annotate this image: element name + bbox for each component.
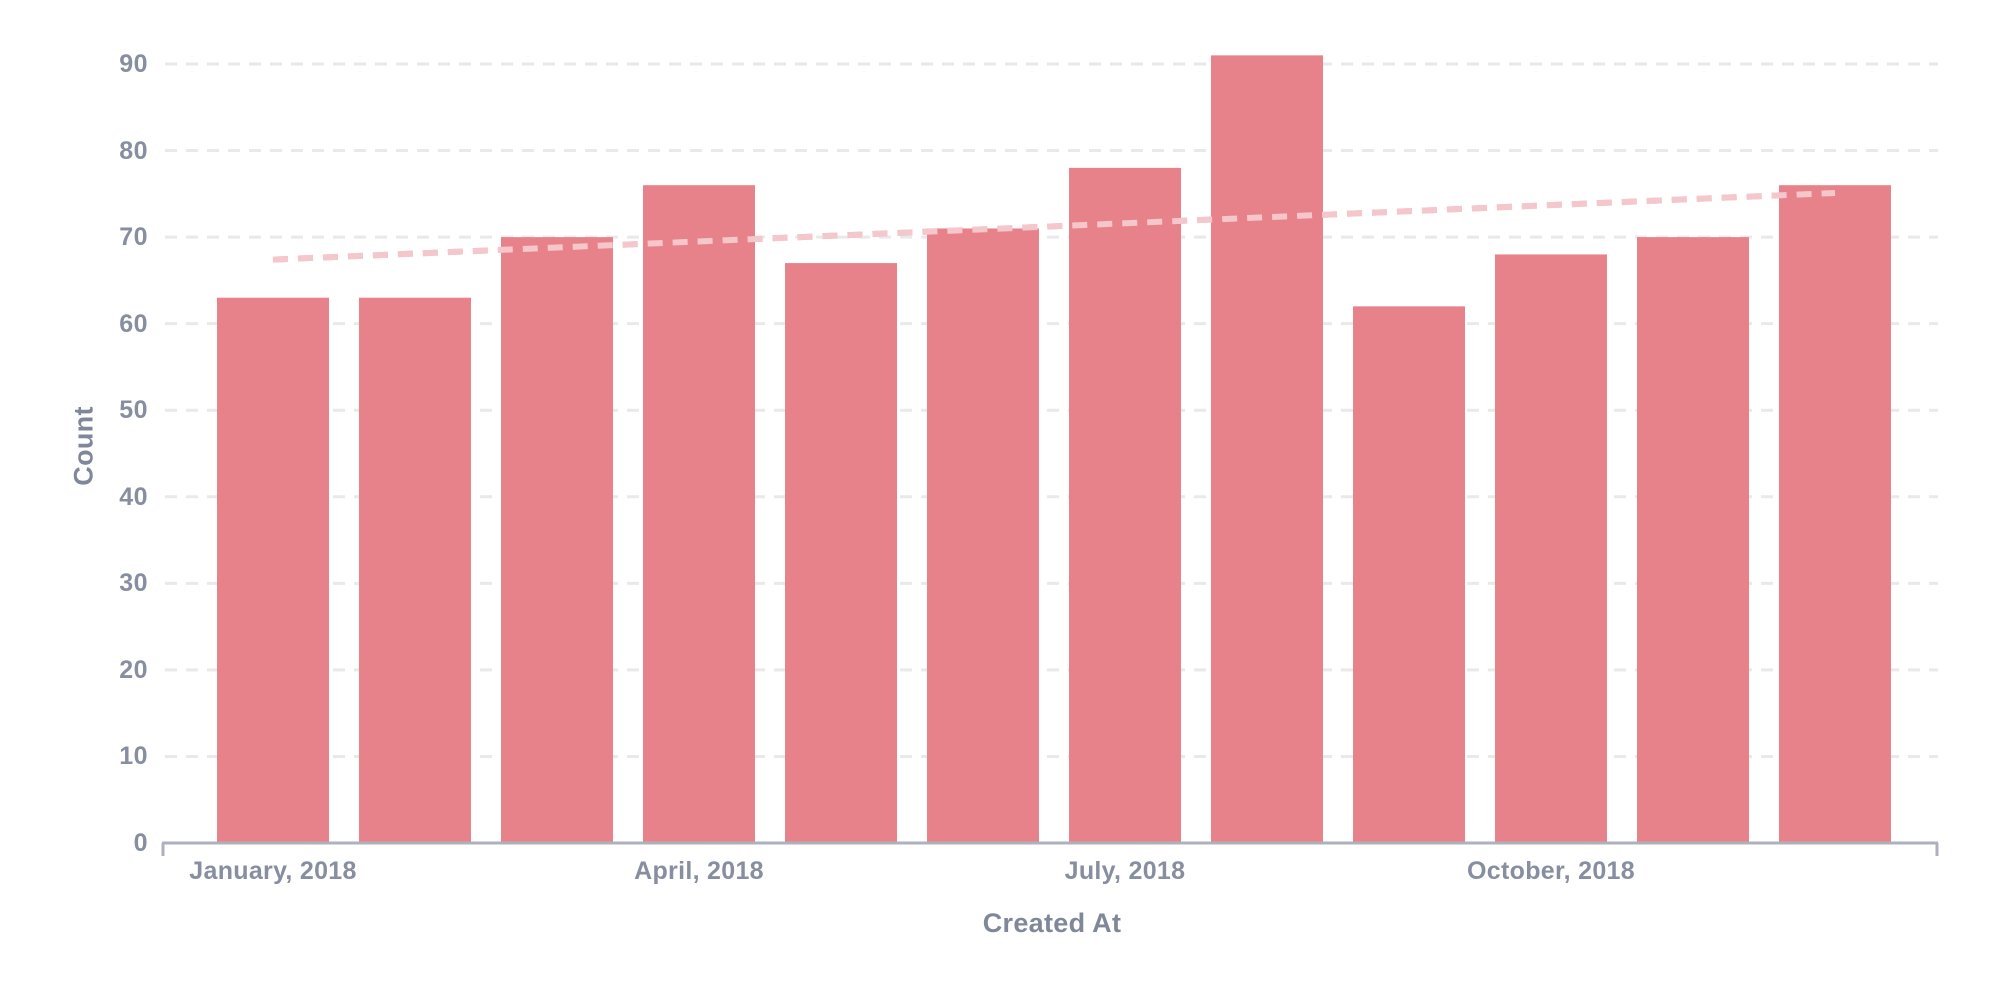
bar-november-2018[interactable] <box>1637 237 1749 844</box>
y-tick-label-90: 90 <box>119 50 148 78</box>
y-tick-label-40: 40 <box>119 482 148 511</box>
x-tick-label-july-2018: July, 2018 <box>1064 857 1186 885</box>
trend-line-highlight <box>272 189 1836 263</box>
y-tick-label-30: 30 <box>119 569 148 598</box>
bar-june-2018[interactable] <box>927 228 1039 843</box>
y-tick-label-10: 10 <box>119 742 148 771</box>
x-tick-label-april-2018: April, 2018 <box>634 857 764 885</box>
y-tick-label-80: 80 <box>119 136 148 165</box>
y-tick-label-50: 50 <box>119 396 148 425</box>
y-tick-label-20: 20 <box>119 655 148 684</box>
bar-july-2018[interactable] <box>1069 167 1181 843</box>
bar-september-2018[interactable] <box>1353 306 1465 843</box>
bar-april-2018[interactable] <box>643 185 755 843</box>
bar-march-2018[interactable] <box>501 237 613 844</box>
y-tick-label-70: 70 <box>119 223 148 252</box>
bar-february-2018[interactable] <box>359 297 471 843</box>
y-tick-label-0: 0 <box>133 829 148 857</box>
bar-august-2018[interactable] <box>1211 55 1323 844</box>
bar-december-2018[interactable] <box>1779 185 1891 843</box>
y-tick-label-60: 60 <box>119 309 148 338</box>
x-tick-label-january-2018: January, 2018 <box>189 857 357 885</box>
x-tick-label-october-2018: October, 2018 <box>1467 857 1635 885</box>
bar-may-2018[interactable] <box>785 263 897 844</box>
bar-january-2018[interactable] <box>217 297 329 843</box>
x-axis-title: Created At <box>982 908 1122 938</box>
bar-october-2018[interactable] <box>1495 254 1607 843</box>
y-axis-title: Count <box>68 406 99 486</box>
